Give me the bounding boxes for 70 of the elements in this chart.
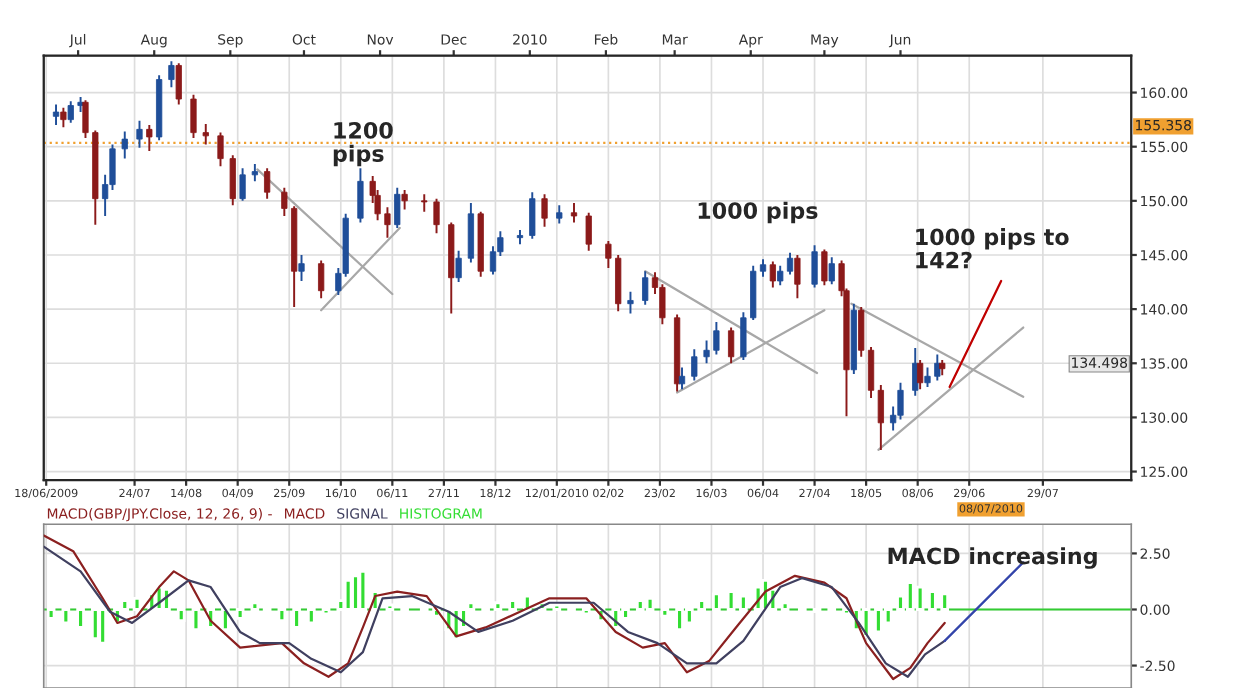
candlestick: [433, 197, 440, 235]
candlestick: [190, 93, 197, 139]
bar: [176, 608, 186, 623]
bar: [660, 608, 670, 618]
candlestick: [455, 249, 462, 284]
candlestick: [585, 211, 592, 252]
candlestick: [678, 366, 686, 391]
bar: [235, 608, 245, 620]
candlestick: [67, 100, 74, 124]
bar: [581, 608, 591, 616]
bar: [221, 608, 230, 632]
candlestick: [794, 254, 801, 300]
bar: [292, 608, 301, 629]
candlestick: [727, 326, 735, 365]
bar: [739, 594, 748, 611]
candlestick: [642, 270, 649, 306]
candlestick: [298, 254, 305, 282]
annotation: 1000 pips to 142?: [916, 228, 1069, 269]
candlestick: [318, 259, 325, 300]
candlestick: [570, 202, 578, 224]
candlestick: [769, 260, 776, 289]
bar: [493, 601, 503, 611]
candlestick: [357, 167, 364, 224]
bar: [46, 608, 56, 620]
candlestick: [912, 347, 919, 397]
bar: [321, 608, 331, 616]
candlestick: [877, 383, 884, 451]
bar: [508, 599, 517, 611]
bar: [132, 596, 142, 611]
candlestick: [229, 154, 236, 207]
candlestick: [146, 124, 153, 152]
bar: [712, 592, 721, 611]
candlestick: [691, 348, 698, 382]
candlestick: [239, 167, 246, 202]
candlestick: [541, 193, 548, 228]
bar: [351, 574, 360, 611]
candlestick: [394, 186, 401, 229]
candlestick: [821, 248, 828, 287]
candlestick: [52, 103, 60, 126]
annotation: MACD increasing: [888, 547, 1097, 569]
bar: [358, 569, 368, 611]
candlestick: [175, 62, 182, 106]
candlestick: [627, 290, 634, 315]
bar: [98, 608, 107, 645]
candlestick: [136, 119, 143, 149]
bar: [277, 608, 287, 623]
candlestick: [401, 189, 408, 211]
candlestick: [121, 130, 128, 160]
candlestick: [60, 106, 67, 129]
candlestick: [828, 256, 835, 286]
annotation: 1200 pips: [333, 121, 393, 167]
candlestick: [811, 244, 818, 289]
annotation: 1000 pips: [698, 201, 818, 224]
bar: [385, 603, 395, 611]
bar: [250, 601, 260, 611]
candlestick: [467, 202, 475, 264]
candlestick: [168, 60, 175, 89]
candlestick: [556, 204, 563, 225]
candlestick: [202, 122, 209, 146]
bar: [726, 590, 736, 611]
bar: [780, 601, 790, 611]
candlestick: [217, 131, 224, 168]
candlestick: [529, 191, 536, 240]
bar: [552, 603, 562, 611]
candlestick: [264, 167, 271, 200]
bar: [61, 608, 71, 625]
candlestick: [917, 359, 924, 391]
bar: [306, 608, 316, 625]
bar: [191, 608, 201, 632]
bar: [76, 608, 85, 629]
